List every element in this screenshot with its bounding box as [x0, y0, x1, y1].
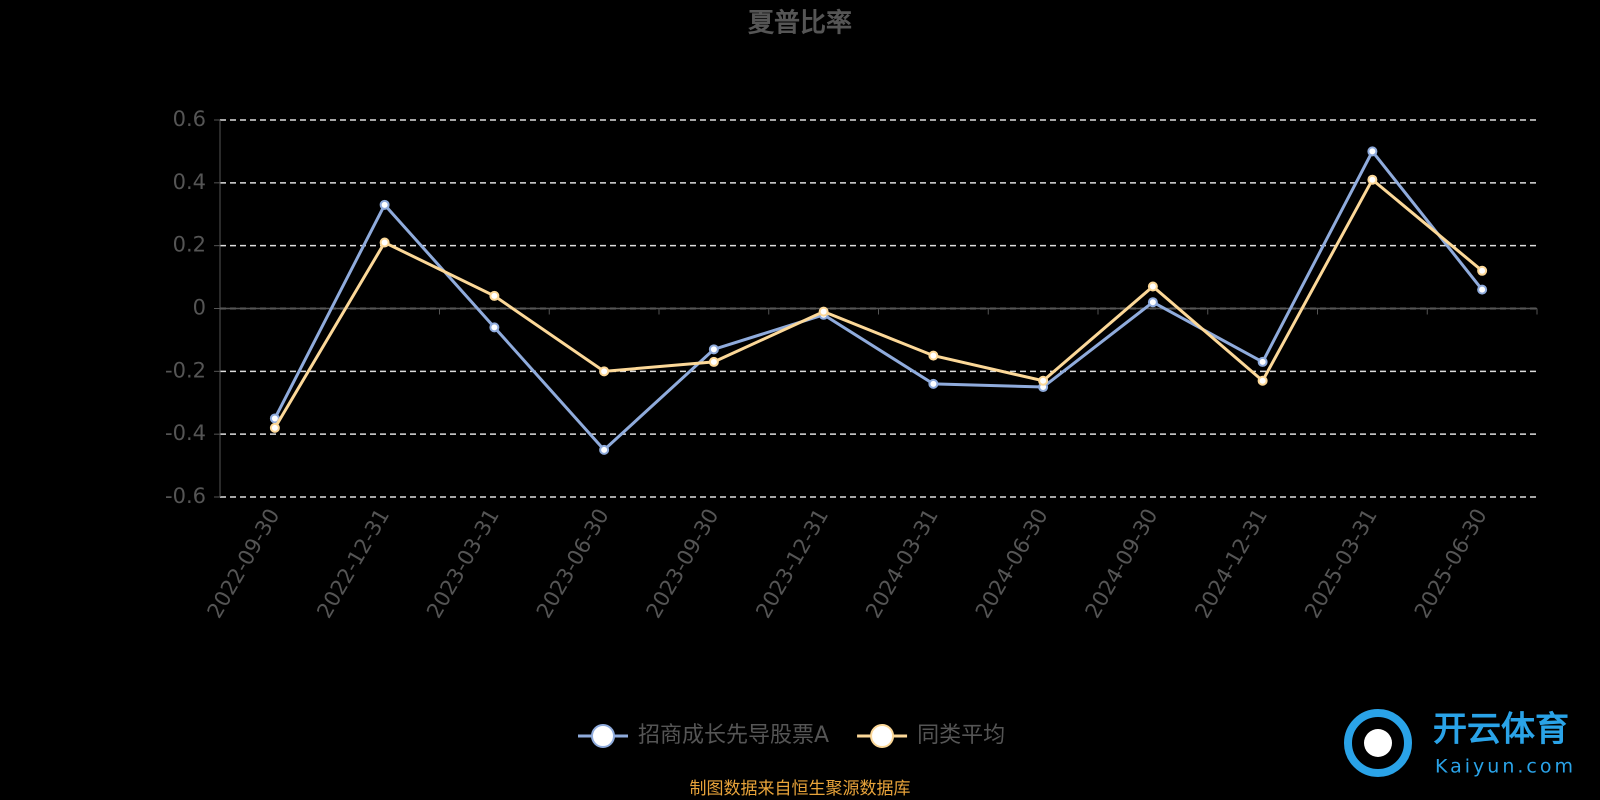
point	[708, 344, 719, 355]
point	[1147, 297, 1158, 308]
point	[1257, 375, 1268, 386]
watermark: 开云体育 Kaiyun.com	[1344, 709, 1576, 778]
logo-ring	[1344, 709, 1412, 777]
point	[928, 378, 939, 389]
point	[1477, 284, 1488, 295]
y-tick-label: 0.2	[173, 233, 206, 257]
point	[818, 306, 829, 317]
legend-label: 招商成长先导股票A	[638, 723, 829, 748]
source-note: 制图数据来自恒生聚源数据库	[690, 779, 911, 799]
legend-item[interactable]: 同类平均	[857, 723, 1005, 748]
point	[928, 350, 939, 361]
point	[379, 237, 390, 248]
legend-item[interactable]: 招商成长先导股票A	[578, 723, 829, 748]
legend-marker	[591, 724, 615, 748]
chart-title: 夏普比率	[748, 8, 852, 39]
y-tick-label: 0.6	[173, 107, 206, 131]
y-tick-label: 0	[193, 296, 206, 320]
point	[489, 290, 500, 301]
watermark-url: Kaiyun.com	[1435, 756, 1576, 778]
point	[1477, 265, 1488, 276]
y-tick-label: -0.6	[165, 484, 206, 508]
point	[489, 322, 500, 333]
y-tick-label: -0.4	[165, 421, 206, 445]
point	[599, 444, 610, 455]
point	[1367, 146, 1378, 157]
point	[1257, 356, 1268, 367]
point	[1367, 174, 1378, 185]
point	[599, 366, 610, 377]
legend-label: 同类平均	[917, 723, 1005, 748]
point	[1147, 281, 1158, 292]
logo-ball	[1364, 729, 1392, 757]
point	[379, 199, 390, 210]
series-line	[273, 148, 1484, 453]
point	[1038, 375, 1049, 386]
point	[269, 422, 280, 433]
y-tick-label: -0.2	[165, 358, 206, 382]
legend-marker	[870, 724, 895, 748]
series-line	[273, 177, 1484, 429]
point	[708, 356, 719, 367]
y-tick-label: 0.4	[173, 170, 206, 194]
watermark-name: 开云体育	[1433, 710, 1569, 750]
